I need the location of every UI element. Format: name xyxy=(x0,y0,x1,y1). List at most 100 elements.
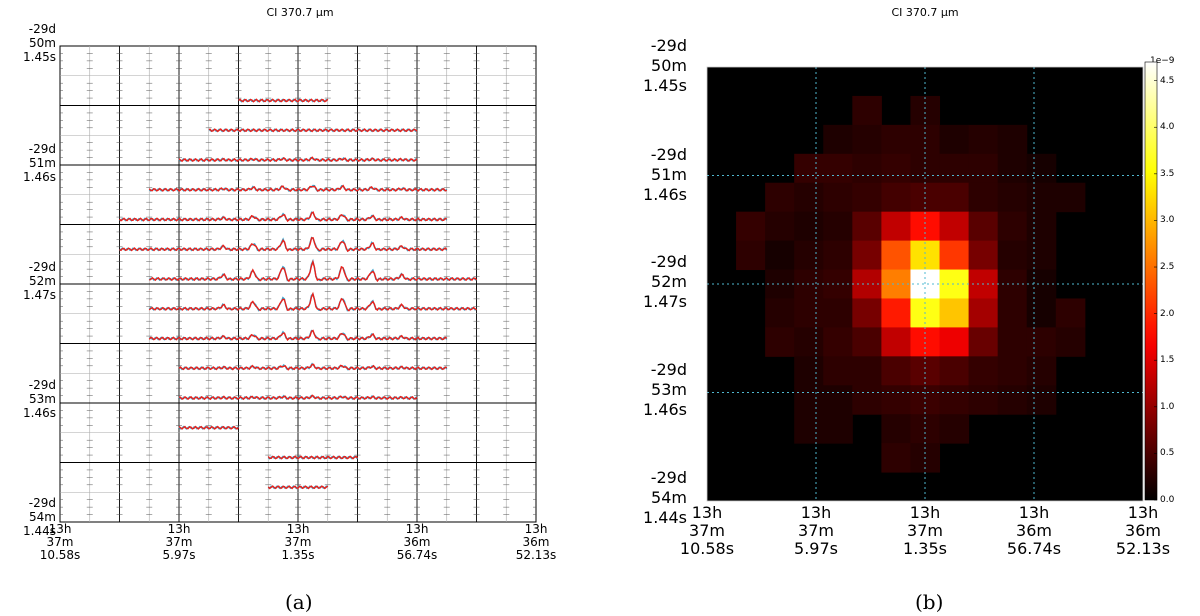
fit-spectrum xyxy=(148,291,477,312)
heatmap-cell xyxy=(823,211,853,242)
heatmap-cell xyxy=(881,414,911,444)
heatmap-cell xyxy=(881,153,911,184)
fit-spectrum xyxy=(267,455,359,460)
heatmap-cell xyxy=(997,327,1028,357)
heatmap-cell xyxy=(997,153,1028,184)
heatmap-cell xyxy=(939,153,970,184)
heatmap-cell xyxy=(910,124,941,155)
heatmap-cell xyxy=(939,211,970,242)
heatmap-frame xyxy=(706,66,1144,502)
heatmap-cell xyxy=(823,182,853,213)
heatmap-cell xyxy=(881,356,911,386)
heatmap-cell xyxy=(794,414,824,444)
colorbar-tick-label: 2.5 xyxy=(1160,262,1175,273)
heatmap-cell xyxy=(823,356,853,386)
panel-a-xtick-label: 13h 36m 52.13s xyxy=(515,522,557,562)
heatmap-cell xyxy=(794,385,824,415)
fit-spectrum xyxy=(149,259,478,283)
heatmap-cell xyxy=(881,385,911,415)
heatmap-cell xyxy=(852,95,882,126)
heatmap-cell xyxy=(939,298,970,328)
panel-a-xtick-label: 13h 37m 1.35s xyxy=(281,522,315,562)
heatmap-cell xyxy=(794,182,824,213)
heatmap-cell xyxy=(968,153,999,184)
panel-b-ytick-label: -29d 52m 1.47s xyxy=(643,252,687,311)
heatmap-cell xyxy=(1026,298,1057,328)
panel-a-ytick-label: -29d 53m 1.46s xyxy=(23,378,56,420)
heatmap-cell xyxy=(1026,327,1057,357)
heatmap-cell xyxy=(765,182,795,213)
heatmap-cell xyxy=(939,240,970,271)
heatmap-cell xyxy=(939,182,970,213)
colorbar-tick-label: 0.0 xyxy=(1160,495,1175,505)
panel-b-caption: (b) xyxy=(915,590,944,614)
heatmap-cell xyxy=(1026,211,1057,242)
colorbar-tick-label: 1.5 xyxy=(1160,355,1175,366)
heatmap-cell xyxy=(881,443,911,473)
panel-b-ytick-label: -29d 50m 1.45s xyxy=(643,36,687,95)
heatmap-cell xyxy=(968,327,999,357)
heatmap-cell xyxy=(823,153,853,184)
panel-a-title: CI 370.7 μm xyxy=(266,6,334,19)
heatmap-cell xyxy=(881,298,911,328)
heatmap-cell xyxy=(881,211,911,242)
heatmap-cell xyxy=(765,269,795,299)
heatmap-cell xyxy=(968,124,999,155)
panel-a-ytick-label: -29d 54m 1.44s xyxy=(23,496,56,538)
heatmap-cell xyxy=(910,95,941,126)
heatmap-cell xyxy=(794,153,824,184)
heatmap-cell xyxy=(823,124,853,155)
heatmap-cell xyxy=(997,124,1028,155)
panel-b-xtick-label: 13h 36m 56.74s xyxy=(1006,503,1062,558)
panel-b-xtick-label: 13h 36m 52.13s xyxy=(1115,503,1171,558)
heatmap-cell xyxy=(997,240,1028,271)
heatmap-cell xyxy=(939,385,970,415)
panel-b-xtick-label: 13h 37m 10.58s xyxy=(679,503,735,558)
heatmap-cell xyxy=(910,385,941,415)
heatmap-cell xyxy=(852,327,882,357)
colorbar-tick-label: 0.5 xyxy=(1160,448,1175,459)
heatmap-cell xyxy=(765,327,795,357)
colorbar-exponent-label: 1e−9 xyxy=(1150,56,1175,66)
heatmap-cell xyxy=(881,327,911,357)
panel-b-ytick-label: -29d 53m 1.46s xyxy=(643,360,687,419)
heatmap-cell xyxy=(736,240,766,271)
heatmap-cell xyxy=(1026,182,1057,213)
heatmap-cell xyxy=(968,385,999,415)
colorbar-tick-label: 1.0 xyxy=(1160,401,1175,412)
heatmap-cell xyxy=(794,356,824,386)
heatmap-cell xyxy=(1026,153,1057,184)
heatmap-cell xyxy=(765,211,795,242)
heatmap-cell xyxy=(823,298,853,328)
heatmap-cell xyxy=(968,211,999,242)
heatmap-cell xyxy=(794,211,824,242)
heatmap-cell xyxy=(997,298,1028,328)
heatmap-cell xyxy=(881,124,911,155)
heatmap-cell xyxy=(794,327,824,357)
panel-a-plot xyxy=(59,45,537,523)
panel-a-xtick-label: 13h 36m 56.74s xyxy=(396,522,438,562)
panel-b-xtick-label: 13h 37m 1.35s xyxy=(903,503,947,558)
heatmap-cell xyxy=(852,385,882,415)
fit-spectrum xyxy=(118,211,448,223)
heatmap-cell xyxy=(823,327,853,357)
heatmap-cell xyxy=(939,414,970,444)
colorbar-tick-label: 4.0 xyxy=(1160,122,1175,133)
fit-spectrum xyxy=(178,156,418,163)
panel-a-xtick-label: 13h 37m 5.97s xyxy=(162,522,196,562)
heatmap-cell xyxy=(823,414,853,444)
fit-spectrum xyxy=(208,128,418,133)
panel-b-plot xyxy=(706,66,1144,502)
fit-spectrum xyxy=(179,394,418,401)
fit-spectrum xyxy=(178,363,448,371)
heatmap-cell xyxy=(881,269,911,299)
heatmap-cell xyxy=(910,211,941,242)
heatmap-cell xyxy=(852,153,882,184)
heatmap-cell xyxy=(1026,356,1057,386)
fit-spectrum xyxy=(178,425,239,430)
heatmap-cell xyxy=(736,211,766,242)
colorbar-tick-label: 2.0 xyxy=(1160,308,1175,319)
colorbar-tick-label: 3.0 xyxy=(1160,215,1175,226)
heatmap-cell xyxy=(794,240,824,271)
